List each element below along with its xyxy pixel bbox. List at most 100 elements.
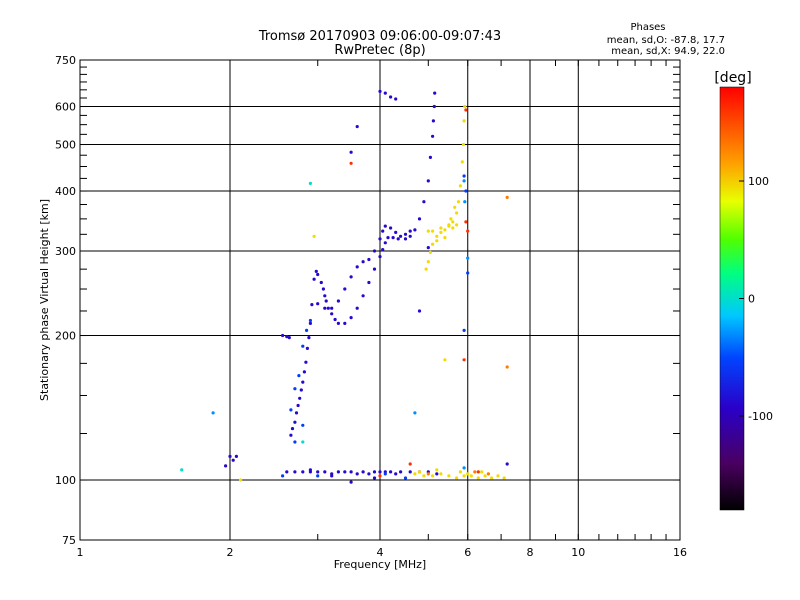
data-point bbox=[505, 462, 509, 466]
data-point bbox=[308, 318, 312, 323]
chart-title: Tromsø 20170903 09:06:00-09:07:43 bbox=[258, 29, 501, 44]
data-point bbox=[301, 344, 305, 348]
y-tick-label: 100 bbox=[55, 474, 76, 487]
colorbar-tick-label: -100 bbox=[748, 410, 773, 423]
data-point bbox=[462, 119, 466, 123]
x-tick-label: 10 bbox=[571, 546, 585, 559]
data-point bbox=[298, 396, 302, 400]
data-point bbox=[316, 272, 320, 277]
data-point bbox=[326, 306, 330, 310]
data-point bbox=[458, 470, 462, 474]
data-point bbox=[343, 321, 347, 325]
data-point bbox=[386, 236, 390, 240]
data-point bbox=[239, 478, 243, 482]
data-point bbox=[224, 464, 228, 468]
data-point bbox=[447, 223, 451, 227]
data-point bbox=[378, 474, 382, 478]
data-point bbox=[308, 181, 312, 185]
data-point bbox=[399, 234, 403, 238]
chart-subtitle: RwPretec (8p) bbox=[334, 43, 425, 58]
data-point bbox=[451, 220, 455, 224]
data-point bbox=[285, 335, 289, 339]
data-point bbox=[367, 472, 371, 476]
data-point bbox=[433, 91, 437, 95]
data-point bbox=[323, 470, 327, 474]
data-point bbox=[367, 257, 371, 262]
data-point bbox=[287, 336, 291, 340]
data-point bbox=[462, 466, 466, 470]
data-point bbox=[426, 472, 430, 476]
data-point bbox=[323, 306, 327, 310]
data-point bbox=[355, 306, 359, 310]
data-point bbox=[435, 239, 439, 243]
data-point bbox=[426, 179, 430, 183]
data-point bbox=[378, 470, 382, 474]
data-point bbox=[330, 474, 334, 478]
data-point bbox=[435, 234, 439, 238]
data-point bbox=[435, 468, 439, 472]
data-point bbox=[389, 470, 393, 474]
data-point bbox=[453, 205, 457, 209]
data-point bbox=[449, 217, 453, 221]
data-point bbox=[408, 470, 412, 474]
data-point bbox=[480, 470, 484, 474]
data-point bbox=[381, 248, 385, 252]
data-point bbox=[290, 427, 295, 431]
data-point bbox=[343, 470, 347, 474]
data-point bbox=[281, 333, 285, 338]
x-axis-label: Frequency [MHz] bbox=[334, 558, 426, 571]
x-tick-label: 6 bbox=[464, 546, 471, 559]
data-point bbox=[428, 155, 432, 159]
data-point bbox=[391, 236, 395, 240]
data-point bbox=[422, 474, 426, 478]
data-point bbox=[381, 229, 385, 233]
data-point bbox=[383, 472, 387, 476]
data-point bbox=[464, 220, 468, 224]
data-point bbox=[417, 470, 422, 474]
data-point bbox=[476, 470, 480, 474]
phases-title: Phases bbox=[630, 22, 665, 33]
data-point bbox=[211, 411, 215, 415]
data-point bbox=[463, 200, 467, 204]
data-point bbox=[361, 260, 365, 264]
data-point bbox=[389, 95, 393, 99]
data-point bbox=[394, 230, 398, 234]
x-tick-label: 8 bbox=[527, 546, 534, 559]
data-point bbox=[299, 388, 303, 392]
x-tick-label: 1 bbox=[77, 546, 84, 559]
y-tick-labels: 75 100 200 300 400 500 600 750 bbox=[55, 54, 76, 547]
data-point bbox=[408, 229, 412, 233]
data-point bbox=[408, 462, 412, 466]
data-point bbox=[422, 200, 426, 204]
data-point bbox=[316, 470, 320, 474]
data-point bbox=[413, 411, 417, 415]
data-point bbox=[372, 249, 377, 253]
data-point bbox=[426, 229, 430, 233]
data-point bbox=[349, 275, 353, 279]
data-point bbox=[289, 433, 293, 437]
data-point bbox=[307, 336, 311, 340]
data-point bbox=[312, 234, 316, 238]
data-point bbox=[297, 374, 301, 378]
data-point bbox=[455, 476, 459, 480]
data-point bbox=[408, 234, 412, 238]
data-point bbox=[349, 150, 353, 154]
x-tick-label: 4 bbox=[377, 546, 384, 559]
data-point bbox=[293, 387, 297, 391]
data-point bbox=[431, 119, 435, 123]
data-point bbox=[394, 97, 398, 101]
data-point bbox=[456, 200, 461, 204]
data-point bbox=[462, 328, 466, 332]
x-tick-label: 16 bbox=[673, 546, 687, 559]
data-point bbox=[403, 476, 408, 480]
data-point bbox=[460, 160, 464, 164]
data-point bbox=[426, 246, 430, 250]
data-point bbox=[294, 411, 299, 415]
data-point bbox=[324, 299, 328, 303]
data-point bbox=[473, 470, 477, 474]
data-point bbox=[372, 476, 377, 480]
phases-o-line: mean, sd,O: -87.8, 17.7 bbox=[607, 35, 725, 46]
y-tick-label: 400 bbox=[55, 185, 76, 198]
data-point bbox=[301, 470, 305, 474]
